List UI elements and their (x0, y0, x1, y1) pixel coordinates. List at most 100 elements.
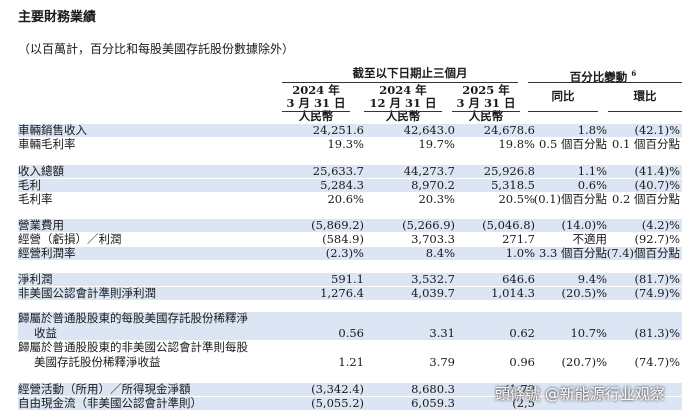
row-label-line1: 歸屬於普通股股東的每股美國存託股份稀釋淨 (18, 311, 248, 325)
cell-qoq: (4.2)% (641, 218, 680, 232)
col-rule (452, 111, 520, 112)
period-year: 2024 年 (292, 83, 340, 97)
cell-2025q1: 271.7 (502, 232, 535, 246)
cell-2024q1: 591.1 (331, 272, 364, 286)
cell-2024q4: 8,680.3 (411, 382, 455, 396)
cell-yoy: 9.4% (577, 272, 607, 286)
period-header-2024q4: 2024 年 12 月 31 日 人民幣 (364, 84, 442, 123)
cell-2024q4: 6,059.3 (411, 396, 455, 410)
period-header-2024q1: 2024 年 3 月 31 日 人民幣 (282, 84, 350, 123)
period-group-rule (282, 82, 518, 83)
cell-yoy: (14.0)% (561, 218, 607, 232)
cell-yoy: (0.1)個百分點 (533, 192, 607, 206)
cell-2024q1: (2.3)% (325, 246, 364, 260)
period-header-2025q1: 2025 年 3 月 31 日 人民幣 (452, 84, 520, 123)
period-date: 12 月 31 日 (369, 96, 437, 110)
cell-2024q1: (5,055.2) (311, 396, 364, 410)
period-currency: 人民幣 (298, 109, 334, 123)
units-note: （以百萬計，百分比和每股美國存託股份數據除外） (18, 42, 295, 56)
yoy-header: 同比 (551, 89, 575, 103)
row-label: 營業費用 (18, 218, 64, 232)
table-row: 車輛銷售收入 24,251.6 42,643.0 24,678.6 1.8% (… (18, 124, 682, 137)
cell-2024q4: 42,643.0 (403, 123, 455, 137)
cell-2025q1: 0.62 (509, 326, 535, 340)
cell-2024q1: 25,633.7 (312, 164, 364, 178)
cell-2024q1: 1.21 (338, 355, 364, 369)
cell-yoy: 1.1% (577, 164, 607, 178)
cell-2024q4: 8,970.2 (411, 178, 455, 192)
change-group-footnote: 6 (631, 69, 637, 78)
period-date: 3 月 31 日 (286, 96, 346, 110)
row-label: 收入總額 (18, 164, 64, 178)
watermark: 頭條號 @新能源行业观察 (495, 385, 665, 403)
col-rule (528, 111, 598, 112)
cell-2024q4: 19.7% (418, 137, 455, 151)
change-group-header: 百分比變動 6 (528, 67, 678, 84)
cell-2024q1: (584.9) (322, 232, 364, 246)
table-row: 毛利 5,284.3 8,970.2 5,318.5 0.6% (40.7)% (18, 179, 682, 192)
cell-2024q4: 3.31 (429, 326, 455, 340)
table-row: 歸屬於普通股股東的每股美國存託股份稀釋淨 收益 0.56 3.31 0.62 1… (18, 312, 682, 340)
cell-2024q1: (5,869.2) (311, 218, 364, 232)
cell-2025q1: 0.96 (509, 355, 535, 369)
cell-2024q1: 20.6% (327, 192, 364, 206)
cell-2024q4: 44,273.7 (403, 164, 455, 178)
cell-qoq: (74.7)% (634, 355, 680, 369)
cell-2024q4: 4,039.7 (411, 286, 455, 300)
table-row: 營業費用 (5,869.2) (5,266.9) (5,046.8) (14.0… (18, 219, 682, 232)
cell-yoy: 3.3 個百分點 (539, 246, 607, 260)
row-label-line2: 美國存託股份稀釋淨收益 (34, 355, 161, 369)
cell-2024q1: (3,342.4) (311, 382, 364, 396)
row-label: 車輛毛利率 (18, 137, 76, 151)
period-currency: 人民幣 (468, 109, 504, 123)
cell-2024q4: (5,266.9) (402, 218, 455, 232)
table-row: 歸屬於普通股股東的非美國公認會計準則每股 美國存託股份稀釋淨收益 1.21 3.… (18, 341, 682, 369)
row-label-line2: 收益 (34, 326, 57, 340)
period-group-header: 截至以下日期止三個月 (352, 66, 468, 80)
col-rule (364, 111, 442, 112)
cell-2025q1: 19.8% (498, 137, 535, 151)
cell-yoy: 0.6% (577, 178, 607, 192)
cell-2025q1: 1,014.3 (491, 286, 535, 300)
col-rule (608, 111, 682, 112)
change-group-rule (528, 82, 682, 83)
cell-2025q1: (5,046.8) (482, 218, 535, 232)
row-label: 淨利潤 (18, 272, 53, 286)
table-row: 毛利率 20.6% 20.3% 20.5% (0.1)個百分點 0.2 個百分點 (18, 193, 682, 206)
col-rule (282, 111, 350, 112)
cell-yoy: 0.5 個百分點 (539, 137, 607, 151)
row-label: 毛利 (18, 178, 41, 192)
cell-yoy: (20.7)% (561, 355, 607, 369)
cell-2024q4: 20.3% (418, 192, 455, 206)
table-row: 經營利潤率 (2.3)% 8.4% 1.0% 3.3 個百分點 (7.4)個百分… (18, 247, 682, 260)
row-label-line1: 歸屬於普通股股東的非美國公認會計準則每股 (18, 340, 248, 354)
row-label: 經營（虧損）／利潤 (18, 232, 122, 246)
cell-yoy: 不適用 (572, 232, 608, 246)
cell-2025q1: (1,79 (504, 382, 535, 396)
cell-qoq: 0.2 個百分點 (612, 192, 680, 206)
cell-2025q1: 1.0% (505, 246, 535, 260)
qoq-header: 環比 (633, 89, 657, 103)
table-row: 淨利潤 591.1 3,532.7 646.6 9.4% (81.7)% (18, 273, 682, 286)
change-group-label: 百分比變動 (569, 69, 628, 84)
row-label: 經營利潤率 (18, 246, 76, 260)
period-year: 2024 年 (379, 83, 427, 97)
cell-2025q1: 25,926.8 (483, 164, 535, 178)
cell-qoq: (92.7)% (634, 232, 680, 246)
cell-2024q4: 3.79 (429, 355, 455, 369)
cell-2024q1: 24,251.6 (312, 123, 364, 137)
period-date: 3 月 31 日 (456, 96, 516, 110)
cell-2024q4: 3,703.3 (411, 232, 455, 246)
row-label: 車輛銷售收入 (18, 123, 87, 137)
cell-qoq: (74.9)% (634, 286, 680, 300)
table-row: 經營（虧損）／利潤 (584.9) 3,703.3 271.7 不適用 (92.… (18, 233, 682, 246)
cell-2024q1: 19.3% (327, 137, 364, 151)
cell-2025q1: 20.5% (498, 192, 535, 206)
cell-2024q1: 0.56 (338, 326, 364, 340)
cell-2024q1: 5,284.3 (320, 178, 364, 192)
period-currency: 人民幣 (385, 109, 421, 123)
cell-qoq: 0.1 個百分點 (612, 137, 680, 151)
cell-2024q1: 1,276.4 (320, 286, 364, 300)
table-row: 自由現金流（非美國公認會計準則） (5,055.2) 6,059.3 (2,5 (18, 397, 682, 410)
table-row: 經營活動（所用）／所得現金淨額 (3,342.4) 8,680.3 (1,79 (18, 383, 682, 396)
